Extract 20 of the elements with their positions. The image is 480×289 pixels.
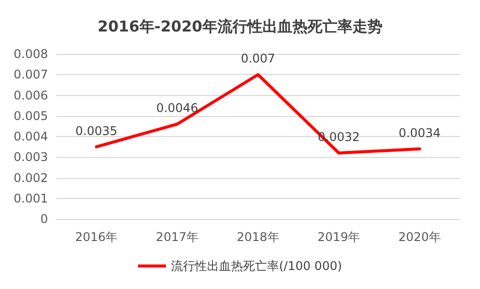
- x-tick-label: 2016年: [75, 230, 118, 244]
- chart-title: 2016年-2020年流行性出血热死亡率走势: [98, 18, 382, 36]
- y-tick-label: 0.001: [14, 191, 48, 206]
- data-label: 0.007: [240, 52, 276, 66]
- y-tick-label: 0.008: [14, 47, 48, 61]
- y-tick-label: 0.004: [14, 130, 48, 144]
- y-tick-label: 0.005: [14, 108, 48, 123]
- data-label: 0.0035: [75, 124, 118, 138]
- x-tick-label: 2018年: [236, 230, 280, 244]
- legend-label: 流行性出血热死亡率(/100 000): [170, 259, 342, 273]
- y-tick-label: 0.003: [14, 150, 48, 164]
- y-tick-label: 0.007: [14, 68, 48, 82]
- data-label: 0.0046: [156, 101, 198, 116]
- y-tick-label: 0.002: [14, 170, 48, 185]
- data-label: 0.0034: [398, 126, 441, 140]
- y-tick-label: 0: [40, 212, 48, 226]
- x-tick-label: 2017年: [156, 230, 198, 244]
- x-tick-label: 2019年: [318, 230, 360, 244]
- y-tick-label: 0.006: [14, 88, 48, 102]
- x-tick-label: 2020年: [398, 230, 441, 244]
